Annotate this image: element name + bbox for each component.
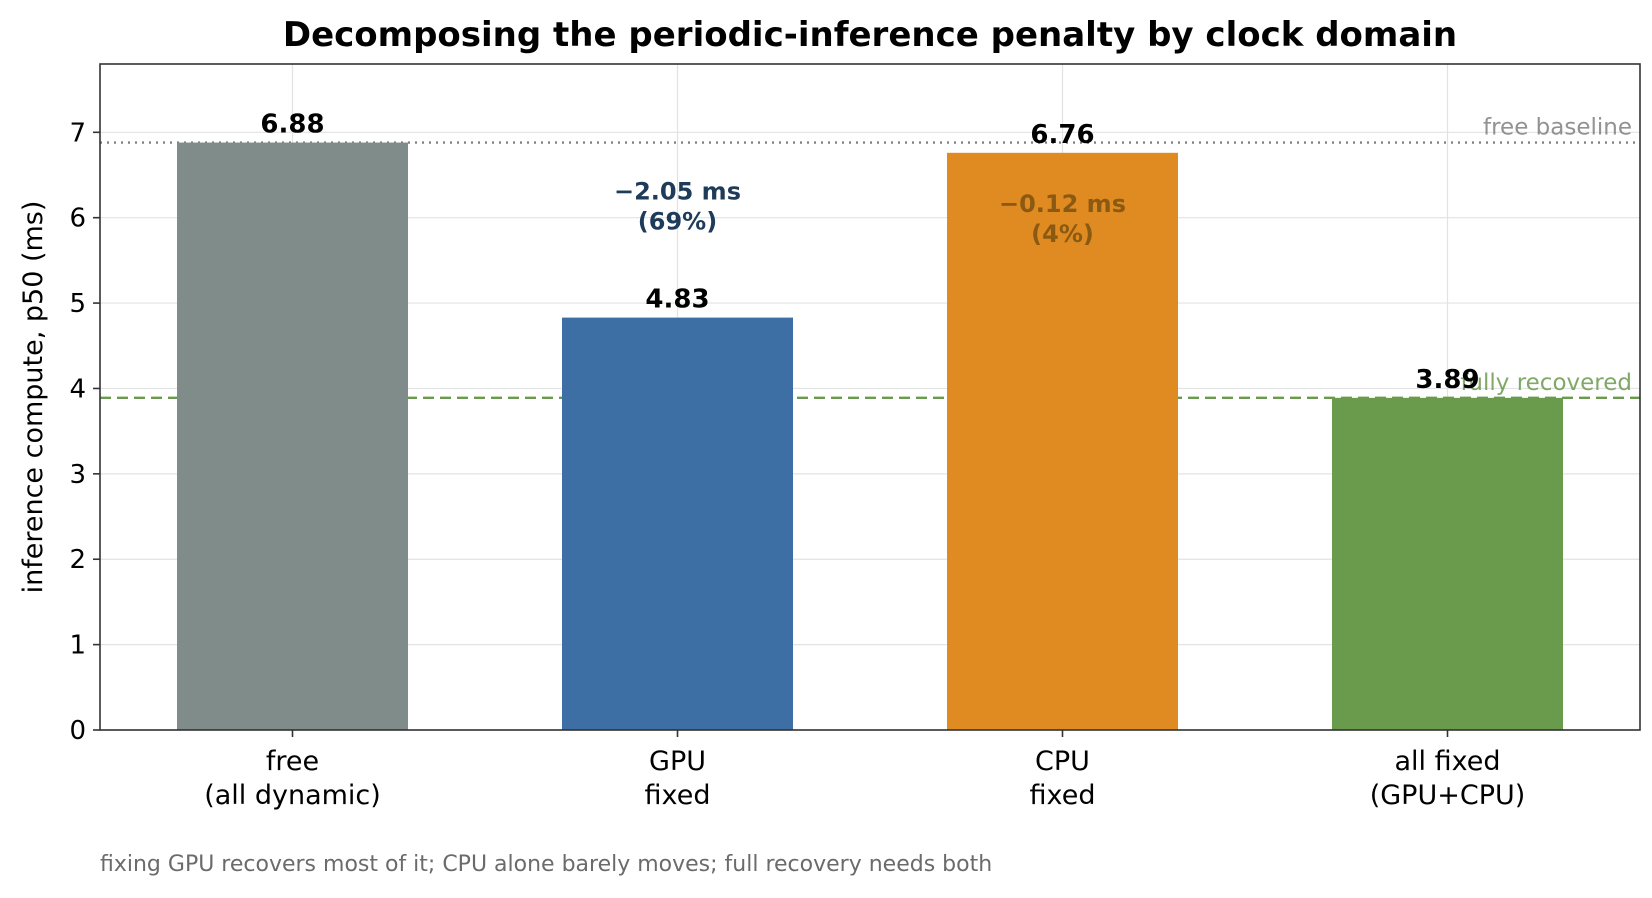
x-tick-label-0-line1: free [266,746,319,777]
y-tick-label-2: 2 [69,545,86,575]
y-tick-label-1: 1 [69,631,86,661]
y-axis-label: inference compute, p50 (ms) [18,201,49,594]
y-tick-label-4: 4 [69,374,86,404]
x-tick-label-2-line1: CPU [1035,746,1090,777]
y-tick-label-7: 7 [69,118,86,148]
annotation-1-line1: −0.12 ms [999,190,1126,218]
x-tick-label-0-line2: (all dynamic) [204,780,381,811]
value-label-2: 6.76 [1030,120,1094,150]
plot-frame [99,63,1641,731]
x-tick-label-3-line1: all fixed [1394,746,1500,777]
y-tick-label-3: 3 [69,460,86,490]
x-tick-label-2-line2: fixed [1030,780,1096,811]
x-tick-label-1-line2: fixed [645,780,711,811]
x-tick-label-1-line1: GPU [649,746,706,777]
value-label-0: 6.88 [260,110,324,140]
x-tick-label-3-line2: (GPU+CPU) [1370,780,1526,811]
value-label-3: 3.89 [1415,365,1479,395]
annotation-1-line2: (4%) [1031,220,1094,248]
annotation-0-line2: (69%) [638,207,717,235]
annotation-0-line1: −2.05 ms [614,177,741,205]
reference-line-label-0: free baseline [1483,115,1632,141]
y-tick-label-5: 5 [69,289,86,319]
chart-footnote: fixing GPU recovers most of it; CPU alon… [100,852,993,877]
chart-title: Decomposing the periodic-inference penal… [283,15,1457,55]
bar-3 [1332,397,1563,730]
bar-1 [562,317,793,730]
bar-2 [947,152,1178,731]
bar-0 [177,142,408,731]
value-label-1: 4.83 [645,285,709,315]
reference-line-label-1: fully recovered [1460,370,1632,396]
y-tick-label-0: 0 [69,716,86,746]
y-tick-label-6: 6 [69,204,86,234]
